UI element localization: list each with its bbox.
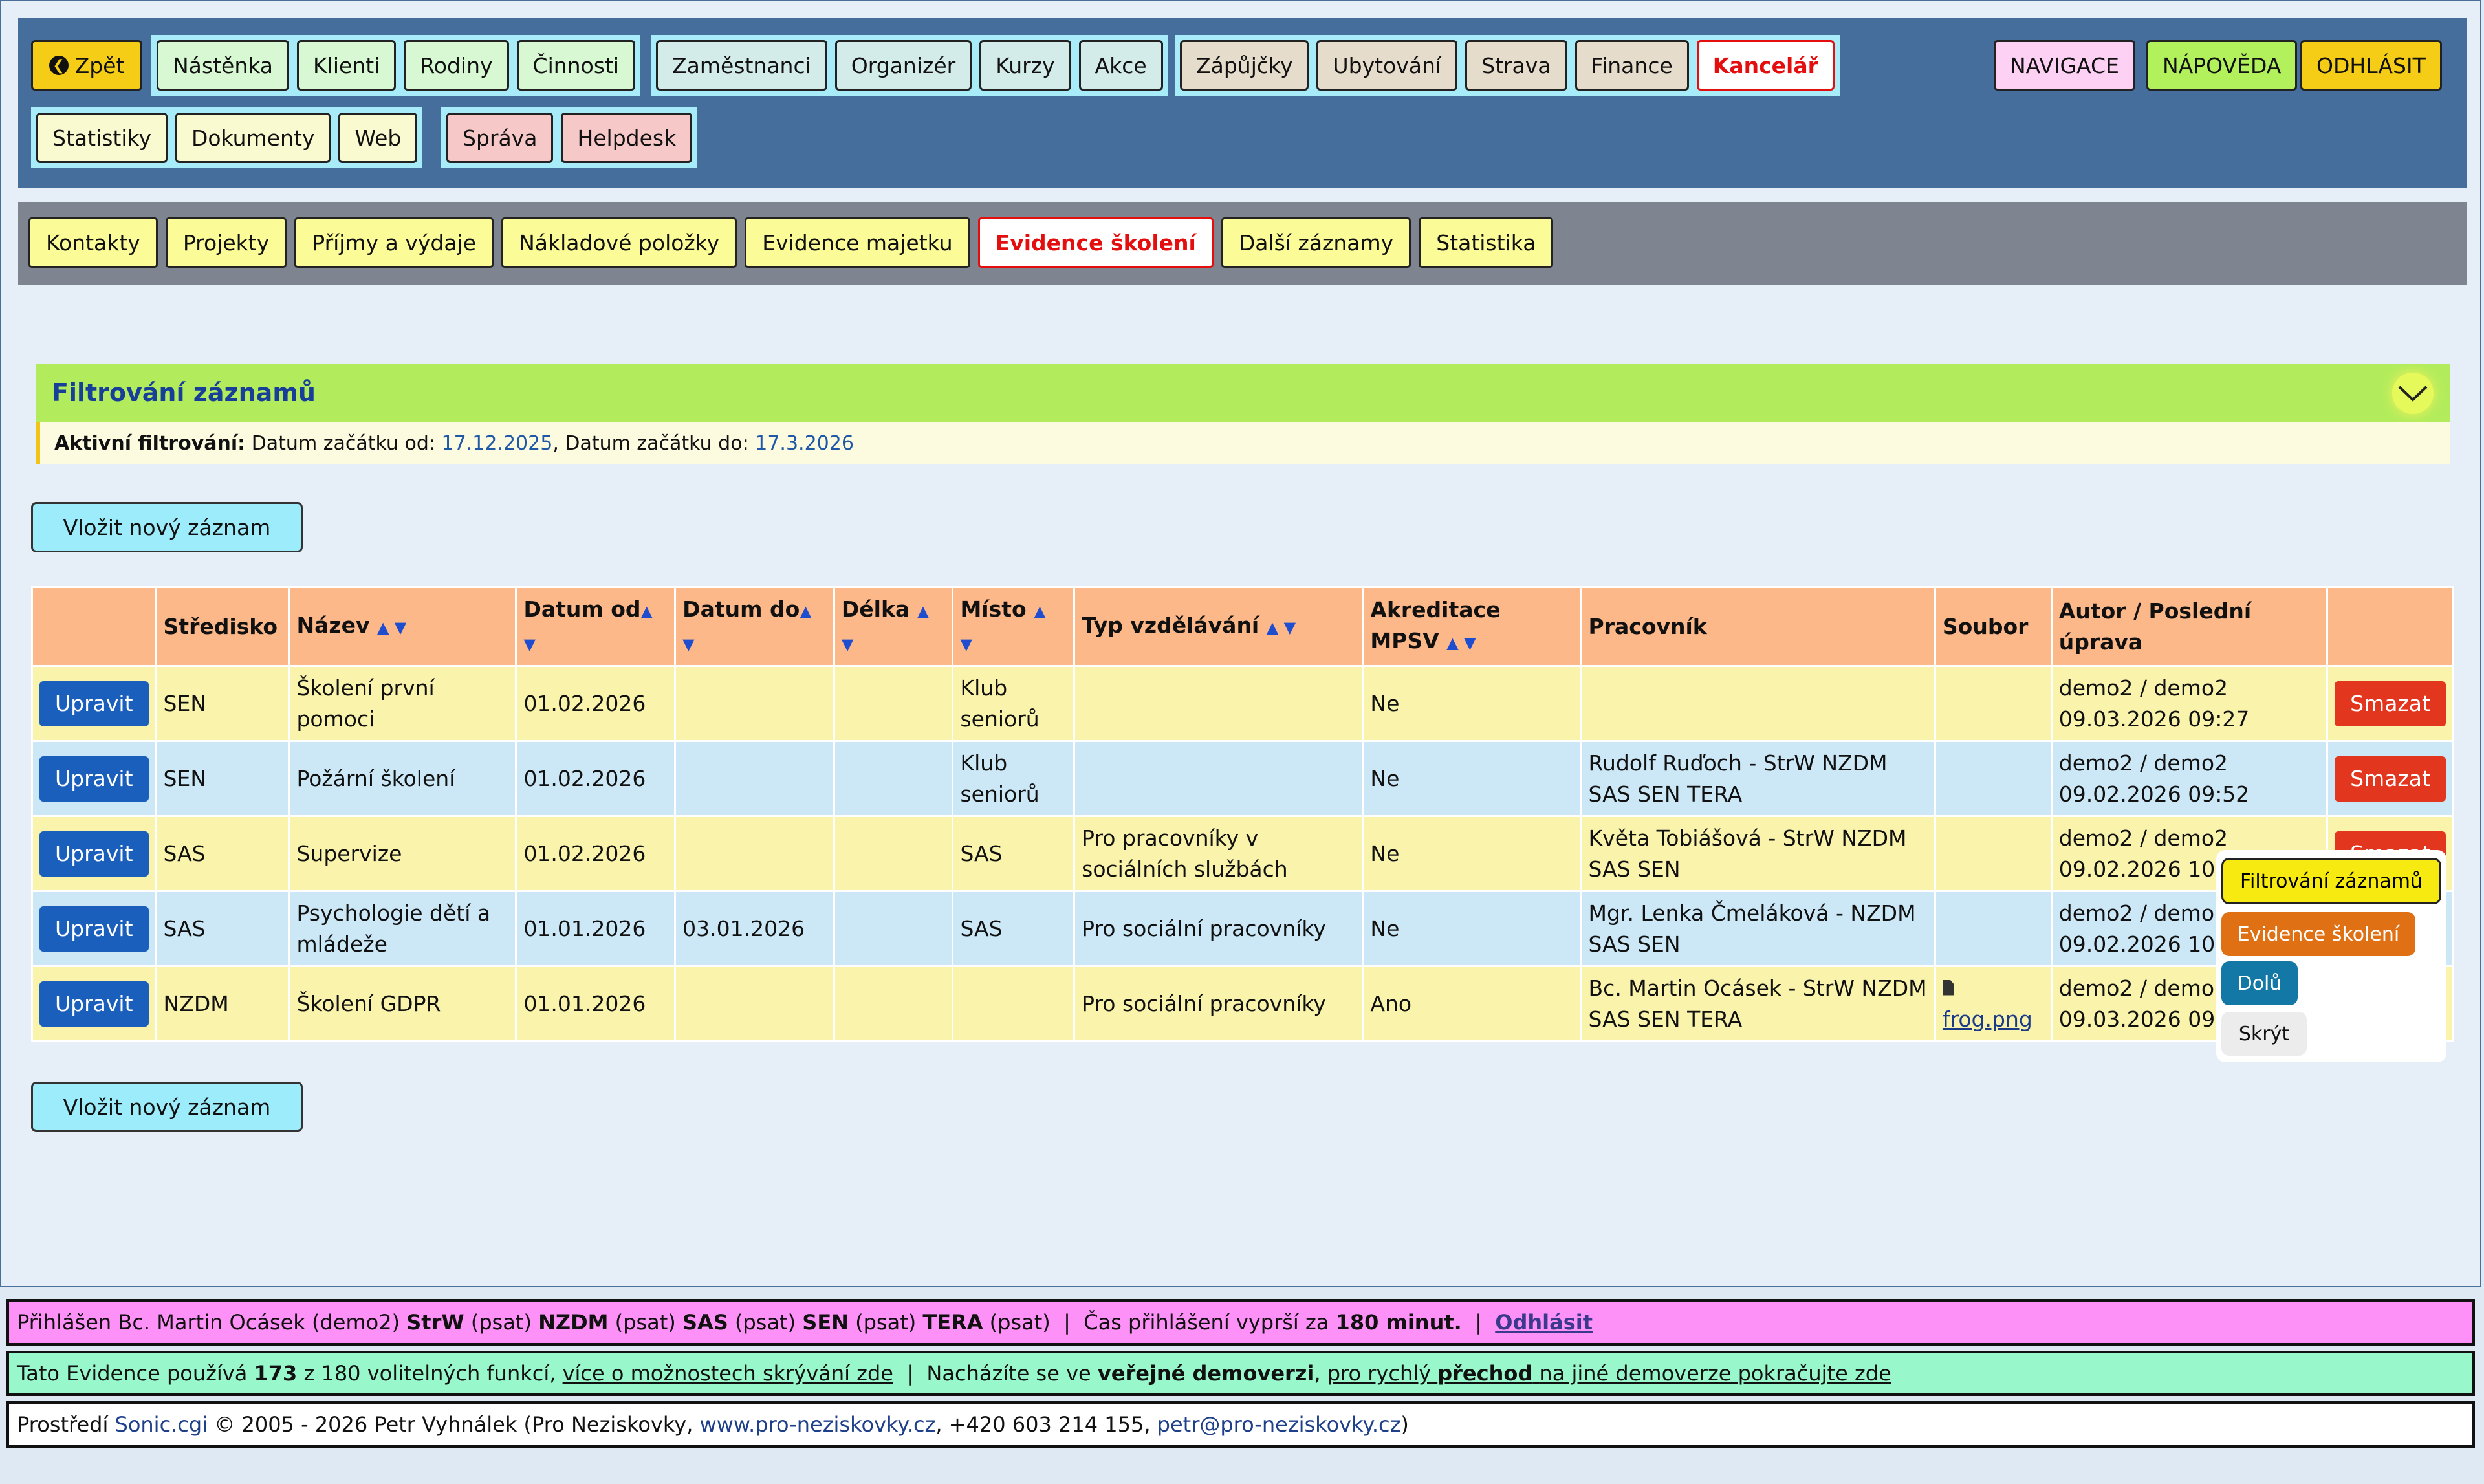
logout-link[interactable]: Odhlásit <box>1495 1310 1593 1335</box>
nav-klienti[interactable]: Klienti <box>297 40 397 91</box>
tab-statistika[interactable]: Statistika <box>1419 217 1554 268</box>
tab-dalsi-zaznamy[interactable]: Další záznamy <box>1221 217 1411 268</box>
back-arrow-icon: ❮ <box>49 56 69 75</box>
sort-down-icon[interactable]: ▼ <box>960 635 972 653</box>
edit-button[interactable]: Upravit <box>39 756 149 802</box>
nav-kancelar[interactable]: Kancelář <box>1696 40 1835 91</box>
nav-group-staff: Zaměstnanci Organizér Kurzy Akce <box>651 35 1168 96</box>
quick-jump-menu: Filtrování záznamů Evidence školení Dolů… <box>2216 850 2446 1062</box>
table-row: Upravit SEN Školení první pomoci 01.02.2… <box>31 665 2454 742</box>
nav-group-admin: Správa Helpdesk <box>441 107 698 168</box>
edit-button[interactable]: Upravit <box>39 831 149 877</box>
app-frame: ❮ Zpět Nástěnka Klienti Rodiny Činnosti … <box>0 0 2481 1287</box>
sort-arrows-icon[interactable]: ▲ ▼ <box>1446 634 1476 652</box>
col-autor: Autor / Poslední úprava <box>2050 586 2329 667</box>
nav-strava[interactable]: Strava <box>1465 40 1567 91</box>
active-filter-summary: Aktivní filtrování: Datum začátku od: 17… <box>36 422 2450 464</box>
tab-evidence-skoleni[interactable]: Evidence školení <box>977 217 1214 268</box>
file-icon <box>1942 979 1954 996</box>
delete-button[interactable]: Smazat <box>2335 756 2446 802</box>
nav-sprava[interactable]: Správa <box>446 113 554 163</box>
sort-down-icon[interactable]: ▼ <box>841 635 854 653</box>
tab-prijmy-vydaje[interactable]: Příjmy a výdaje <box>294 217 494 268</box>
table-header-row: Středisko Název ▲ ▼ Datum od▲ ▼ Datum do▲… <box>31 586 2454 667</box>
col-typ[interactable]: Typ vzdělávání ▲ ▼ <box>1073 586 1364 667</box>
nav-finance[interactable]: Finance <box>1574 40 1689 91</box>
nav-web[interactable]: Web <box>338 113 418 163</box>
chevron-down-icon[interactable] <box>2392 373 2434 414</box>
sub-navigation: Kontakty Projekty Příjmy a výdaje Náklad… <box>18 202 2467 285</box>
login-status-bar: Přihlášen Bc. Martin Ocásek (demo2) StrW… <box>6 1299 2475 1346</box>
nav-group-clients: Nástěnka Klienti Rodiny Činnosti <box>151 35 641 96</box>
sort-arrows-icon[interactable]: ▲ ▼ <box>1266 618 1296 637</box>
hide-menu-button[interactable]: Skrýt <box>2221 1012 2307 1056</box>
environment-bar: Prostředí Sonic.cgi © 2005 - 2026 Petr V… <box>6 1401 2475 1448</box>
col-nazev[interactable]: Název ▲ ▼ <box>288 586 518 667</box>
table-row: Upravit SAS Supervize 01.02.2026 SAS Pro… <box>31 815 2454 892</box>
sonic-link[interactable]: Sonic.cgi <box>114 1412 208 1437</box>
feature-hiding-link[interactable]: více o možnostech skrývání zde <box>562 1361 893 1386</box>
nav-akce[interactable]: Akce <box>1078 40 1163 91</box>
nav-ubytovani[interactable]: Ubytování <box>1316 40 1458 91</box>
sort-down-icon[interactable]: ▼ <box>682 635 695 653</box>
filter-panel-header[interactable]: Filtrování záznamů <box>36 364 2450 422</box>
col-stredisko: Středisko <box>155 586 290 667</box>
back-button[interactable]: ❮ Zpět <box>31 40 142 91</box>
table-row: Upravit SEN Požární školení 01.02.2026 K… <box>31 740 2454 817</box>
sort-up-icon[interactable]: ▲ <box>640 602 653 620</box>
tab-projekty[interactable]: Projekty <box>165 217 287 268</box>
odhlasit-button[interactable]: ODHLÁSIT <box>2300 40 2442 91</box>
training-records-table: Středisko Název ▲ ▼ Datum od▲ ▼ Datum do▲… <box>31 586 2454 1042</box>
filter-title: Filtrování záznamů <box>52 378 316 407</box>
nav-dokumenty[interactable]: Dokumenty <box>175 113 331 163</box>
nav-nastenka[interactable]: Nástěnka <box>157 40 290 91</box>
sort-up-icon[interactable]: ▲ <box>1034 602 1046 620</box>
nav-group-docs: Statistiky Dokumenty Web <box>31 107 423 168</box>
nav-statistiky[interactable]: Statistiky <box>36 113 168 163</box>
insert-record-button-bottom[interactable]: Vložit nový záznam <box>31 1082 303 1132</box>
sort-down-icon[interactable]: ▼ <box>523 635 536 653</box>
col-pracovnik: Pracovník <box>1580 586 1936 667</box>
delete-button[interactable]: Smazat <box>2335 681 2446 726</box>
col-delka[interactable]: Délka ▲ ▼ <box>833 586 954 667</box>
file-link[interactable]: frog.png <box>1942 1006 2032 1032</box>
sort-arrows-icon[interactable]: ▲ ▼ <box>376 618 407 637</box>
filter-from-value: 17.12.2025 <box>441 431 553 455</box>
tab-nakladove-polozky[interactable]: Nákladové položky <box>501 217 737 268</box>
table-row: Upravit NZDM Školení GDPR 01.01.2026 Pro… <box>31 965 2454 1042</box>
table-row: Upravit SAS Psychologie dětí a mládeže 0… <box>31 890 2454 967</box>
main-navigation: ❮ Zpět Nástěnka Klienti Rodiny Činnosti … <box>18 18 2467 188</box>
nav-helpdesk[interactable]: Helpdesk <box>561 113 693 163</box>
edit-button[interactable]: Upravit <box>39 681 149 726</box>
nav-organizer[interactable]: Organizér <box>834 40 972 91</box>
tab-kontakty[interactable]: Kontakty <box>28 217 158 268</box>
col-datum-do[interactable]: Datum do▲ ▼ <box>674 586 835 667</box>
nav-rodiny[interactable]: Rodiny <box>404 40 509 91</box>
sort-up-icon[interactable]: ▲ <box>917 602 930 620</box>
edit-button[interactable]: Upravit <box>39 906 149 952</box>
insert-record-button-top[interactable]: Vložit nový záznam <box>31 502 303 552</box>
demo-switch-link[interactable]: pro rychlý přechod na jiné demoverze pok… <box>1327 1361 1891 1386</box>
nav-group-services: Zápůjčky Ubytování Strava Finance Kancel… <box>1175 35 1840 96</box>
features-bar: Tato Evidence používá 173 z 180 voliteln… <box>6 1351 2475 1396</box>
nav-zamestnanci[interactable]: Zaměstnanci <box>656 40 827 91</box>
col-misto[interactable]: Místo ▲ ▼ <box>952 586 1076 667</box>
edit-button[interactable]: Upravit <box>39 981 149 1027</box>
jump-down-button[interactable]: Dolů <box>2221 961 2298 1005</box>
col-soubor: Soubor <box>1934 586 2053 667</box>
nav-kurzy[interactable]: Kurzy <box>979 40 1071 91</box>
filter-to-value: 17.3.2026 <box>755 431 854 455</box>
nav-zapujcky[interactable]: Zápůjčky <box>1180 40 1309 91</box>
navigace-button[interactable]: NAVIGACE <box>1994 40 2135 91</box>
jump-evidence-button[interactable]: Evidence školení <box>2221 912 2415 956</box>
col-datum-od[interactable]: Datum od▲ ▼ <box>515 586 677 667</box>
tab-evidence-majetku[interactable]: Evidence majetku <box>745 217 970 268</box>
jump-filter-button[interactable]: Filtrování záznamů <box>2221 858 2441 904</box>
sort-up-icon[interactable]: ▲ <box>800 602 812 620</box>
napoveda-button[interactable]: NÁPOVĚDA <box>2146 40 2298 91</box>
col-akreditace[interactable]: Akreditace MPSV ▲ ▼ <box>1362 586 1582 667</box>
nav-cinnosti[interactable]: Činnosti <box>516 40 636 91</box>
website-link[interactable]: www.pro-neziskovky.cz <box>699 1412 936 1437</box>
email-link[interactable]: petr@pro-neziskovky.cz <box>1157 1412 1401 1437</box>
